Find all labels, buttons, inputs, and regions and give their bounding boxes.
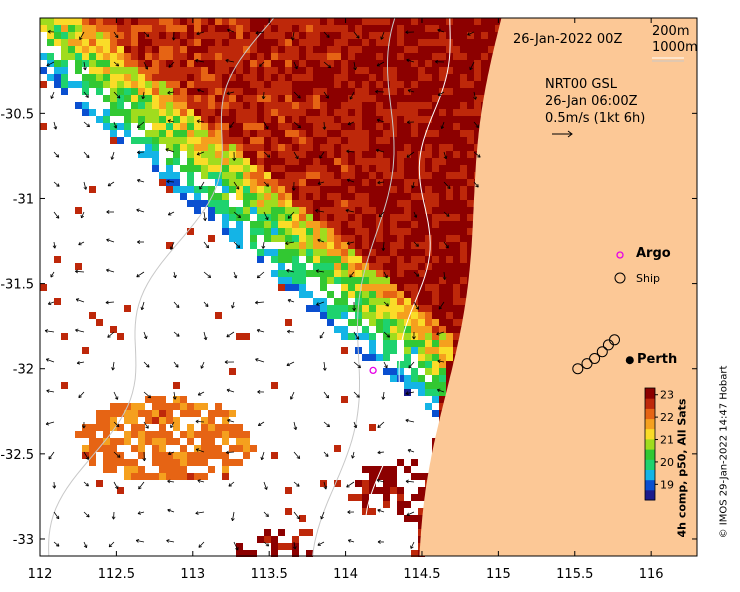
isobath-1000-label: 1000m bbox=[652, 40, 698, 55]
y-tick-label: -31 bbox=[13, 192, 34, 207]
map-axes: 112 112.5 113 113.5 114 114.5 115 115.5 116 -30.5… bbox=[0, 17, 698, 582]
y-tick-label: -32 bbox=[13, 363, 34, 378]
x-tick-label: 115.5 bbox=[556, 567, 593, 582]
place-label-perth: Perth bbox=[637, 352, 678, 367]
colorbar-tick-label: 19 bbox=[660, 478, 674, 491]
argo-float-marker bbox=[369, 366, 377, 375]
x-tick-label: 112 bbox=[28, 567, 53, 582]
isobath-layer bbox=[48, 17, 451, 557]
colorbar-segment bbox=[645, 469, 655, 481]
y-tick-label: -32.5 bbox=[0, 448, 34, 463]
y-tick-label: -31.5 bbox=[0, 278, 34, 293]
marker-layer bbox=[369, 57, 684, 375]
isobath-200-label: 200m bbox=[652, 24, 690, 39]
sst-layer bbox=[40, 18, 502, 557]
currents-time: 26-Jan 06:00Z bbox=[545, 94, 638, 109]
currents-scale-label: 0.5m/s (1kt 6h) bbox=[545, 111, 646, 126]
ship-track-point bbox=[596, 346, 608, 358]
colorbar-tick-label: 20 bbox=[660, 456, 674, 469]
x-tick-label: 113 bbox=[180, 567, 205, 582]
colorbar-tick-label: 21 bbox=[660, 434, 674, 447]
colorbar-segment bbox=[645, 489, 655, 501]
colorbar-tick-label: 22 bbox=[660, 411, 674, 424]
x-tick-label: 112.5 bbox=[98, 567, 135, 582]
x-tick-label: 114.5 bbox=[403, 567, 440, 582]
place-marker-perth bbox=[625, 356, 634, 365]
land-layer bbox=[419, 18, 697, 556]
ship-legend-label: Ship bbox=[636, 272, 660, 285]
ship-track-point bbox=[572, 363, 584, 375]
colorbar-segment bbox=[645, 408, 655, 420]
colorbar-segment bbox=[645, 418, 655, 430]
credit-text: © IMOS 29-Jan-2022 14:47 Hobart bbox=[718, 365, 730, 539]
colorbar-tick-label: 23 bbox=[660, 389, 674, 402]
x-tick-label: 114 bbox=[333, 567, 358, 582]
colorbar-segment bbox=[645, 428, 655, 440]
current-arrows bbox=[44, 28, 573, 551]
ship-track-point bbox=[581, 358, 593, 370]
colorbar-segment bbox=[645, 438, 655, 450]
y-tick-label: -33 bbox=[13, 533, 34, 548]
colorbar-segment bbox=[645, 459, 655, 470]
colorbar-segment bbox=[645, 398, 655, 409]
colorbar-segment bbox=[645, 479, 655, 491]
argo-legend-label: Argo bbox=[636, 246, 671, 261]
colorbar-segment bbox=[645, 449, 655, 460]
date-label: 26-Jan-2022 00Z bbox=[513, 32, 623, 47]
currents-title: NRT00 GSL bbox=[545, 77, 617, 92]
ship-track-point bbox=[609, 334, 620, 346]
x-tick-label: 115 bbox=[486, 567, 511, 582]
colorbar-title: 4h comp, p50, All Sats bbox=[675, 398, 689, 538]
colorbar-segment bbox=[645, 388, 655, 399]
colorbar: 19 20 21 22 23 bbox=[644, 387, 674, 501]
x-tick-label: 116 bbox=[639, 567, 664, 582]
ship-track-point bbox=[589, 353, 601, 364]
x-tick-label: 113.5 bbox=[251, 567, 288, 582]
ship-legend-icon bbox=[614, 272, 626, 284]
y-tick-label: -30.5 bbox=[0, 107, 34, 122]
argo-legend-icon bbox=[616, 251, 624, 259]
